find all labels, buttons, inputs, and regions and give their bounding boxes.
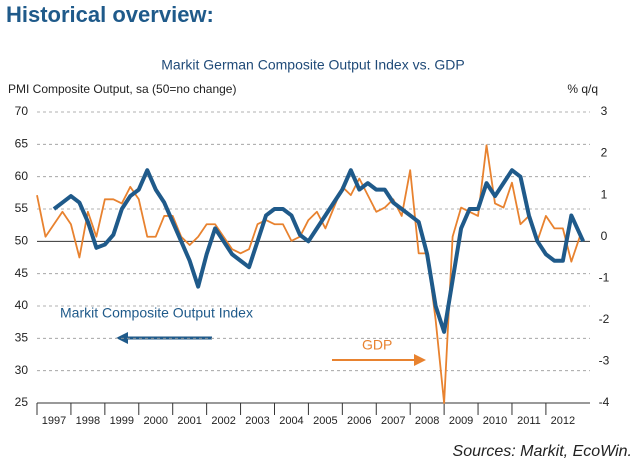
x-tick-label: 2009 — [449, 415, 473, 427]
y-axis-label: PMI Composite Output, sa (50=no change) — [8, 82, 236, 96]
x-tick-label: 2012 — [551, 415, 575, 427]
x-tick-label: 2000 — [144, 415, 168, 427]
x-tick-label: 2010 — [483, 415, 507, 427]
series-line — [52, 168, 586, 334]
x-tick-label: 2002 — [211, 415, 235, 427]
x-tick-label: 2006 — [347, 415, 371, 427]
y2-tick-label: -2 — [599, 312, 610, 326]
y2-axis-label: % q/q — [567, 82, 598, 96]
x-tick-label: 2004 — [279, 415, 303, 427]
x-tick-label: 2005 — [313, 415, 337, 427]
chart-title: Markit German Composite Output Index vs.… — [161, 57, 464, 73]
y-tick-label: 35 — [15, 331, 29, 345]
series-line — [36, 144, 581, 404]
legend-label: Markit Composite Output Index — [60, 305, 253, 321]
x-tick-label: 2008 — [415, 415, 439, 427]
y-tick-label: 30 — [15, 363, 29, 377]
y2-tick-label: 3 — [601, 104, 608, 118]
x-tick-label: 2003 — [245, 415, 269, 427]
y-tick-label: 55 — [15, 201, 29, 215]
x-tick-label: 2011 — [517, 415, 541, 427]
x-tick-label: 2007 — [381, 415, 405, 427]
y-tick-label: 40 — [15, 298, 29, 312]
y2-tick-label: 1 — [601, 187, 608, 201]
x-tick-label: 2001 — [177, 415, 201, 427]
y2-tick-label: -3 — [599, 354, 610, 368]
page-heading: Historical overview: — [6, 2, 214, 27]
y-tick-label: 60 — [15, 169, 29, 183]
legend-label: GDP — [362, 337, 392, 353]
x-tick-label: 1998 — [76, 415, 100, 427]
y-tick-label: 70 — [15, 104, 29, 118]
y2-tick-label: 0 — [601, 229, 608, 243]
x-tick-label: 1997 — [42, 415, 66, 427]
y2-tick-label: -4 — [599, 395, 610, 409]
x-tick-label: 1999 — [110, 415, 134, 427]
y-tick-label: 25 — [15, 395, 29, 409]
y-tick-label: 50 — [15, 234, 29, 248]
y2-tick-label: 2 — [601, 146, 608, 160]
source-note: Sources: Markit, EcoWin. — [453, 443, 632, 460]
legend-arrow-head — [414, 354, 426, 366]
y-tick-label: 65 — [15, 137, 29, 151]
y2-tick-label: -1 — [599, 270, 610, 284]
y-tick-label: 45 — [15, 266, 29, 280]
